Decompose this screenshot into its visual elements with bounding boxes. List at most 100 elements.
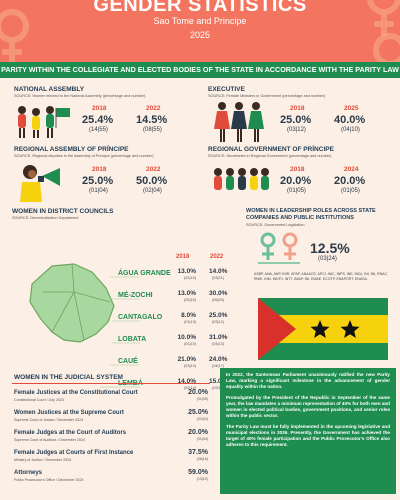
executive-source: SOURCE: Female Ministers in Government (… bbox=[208, 94, 326, 98]
women-crowd-illustration bbox=[214, 168, 269, 190]
page-title: GENDER STATISTICS bbox=[93, 0, 307, 16]
district-councils-title: WOMEN IN DISTRICT COUNCILS bbox=[12, 208, 114, 215]
ex-frac-2025: (04|10) bbox=[341, 127, 360, 133]
ex-year-2025: 2025 bbox=[344, 105, 359, 112]
judicial-row-frac: (01|04) bbox=[196, 437, 208, 441]
rg-frac-2018: (01|05) bbox=[287, 188, 306, 194]
judicial-row-pct: 25.0% bbox=[188, 409, 208, 416]
judicial-row-pct: 59.0% bbox=[188, 469, 208, 476]
leadership-institutions: ASBP, ANA, ANP, INIR, APAP, ANAACE, APCI… bbox=[254, 272, 388, 281]
district-pct-2018: 21.0% bbox=[177, 356, 196, 363]
district-frac-2022: (03|21) bbox=[212, 276, 224, 280]
judicial-row-frac: (01|04) bbox=[196, 417, 208, 421]
venus-symbol-icon bbox=[367, 0, 400, 36]
judicial-row-pct: 37.5% bbox=[188, 449, 208, 456]
district-name: ÁGUA GRANDE bbox=[118, 270, 171, 277]
ra-frac-2022: (02|04) bbox=[143, 188, 162, 194]
district-frac-2018: (01|10) bbox=[184, 342, 196, 346]
district-name: LOBATA bbox=[118, 336, 147, 343]
rg-pct-2024: 20.0% bbox=[334, 175, 366, 187]
district-frac-2018: (02|14) bbox=[184, 386, 196, 390]
district-pct-2018: 13.0% bbox=[177, 290, 196, 297]
district-frac-2018: (02|15) bbox=[184, 276, 196, 280]
ex-year-2018: 2018 bbox=[290, 105, 305, 112]
judicial-row-frac: (01|05) bbox=[196, 397, 208, 401]
country-name: Sao Tome and Principe bbox=[153, 16, 247, 26]
national-assembly-source: SOURCE: Women elected to the National As… bbox=[14, 94, 146, 98]
regional-government-source: SOURCE: Secretaries in Regional Governme… bbox=[208, 154, 332, 158]
header: GENDER STATISTICS Sao Tome and Principe … bbox=[0, 0, 400, 62]
district-name: MÉ-ZOCHI bbox=[118, 292, 153, 299]
judicial-row-source: Supreme Court of Justice / December 2024 bbox=[14, 418, 84, 422]
venus-symbol-icon bbox=[373, 33, 400, 62]
district-councils-source: SOURCE: Decentralization Department bbox=[12, 216, 79, 220]
women-group-illustration bbox=[18, 106, 70, 138]
judicial-row-label: Attorneys bbox=[14, 470, 43, 476]
na-year-2018: 2018 bbox=[92, 105, 107, 112]
judicial-row-source: Public Prosecutor's Office / December 20… bbox=[14, 478, 84, 482]
district-pct-2018: 13.0% bbox=[177, 268, 196, 275]
leadership-frac: (03|24) bbox=[318, 256, 337, 262]
judicial-row-label: Female Justices at the Constitutional Co… bbox=[14, 390, 138, 396]
venus-symbol-icon bbox=[0, 9, 29, 62]
ra-year-2018: 2018 bbox=[92, 166, 107, 173]
district-frac-2022: (04|17) bbox=[212, 364, 224, 368]
info-paragraph-2: Promulgated by the President of the Repu… bbox=[226, 395, 390, 418]
na-year-2022: 2022 bbox=[146, 105, 161, 112]
district-frac-2022: (04|13) bbox=[212, 342, 224, 346]
district-pct-2018: 8.0% bbox=[181, 312, 196, 319]
sao-tome-island-map bbox=[29, 263, 115, 343]
district-pct-2018: 14.0% bbox=[177, 378, 196, 385]
woman-megaphone-illustration bbox=[20, 165, 60, 202]
district-pct-2022: 14.0% bbox=[209, 268, 228, 275]
judicial-row-label: Women Justices at the Supreme Court bbox=[14, 410, 124, 416]
district-frac-2018: (03|14) bbox=[184, 364, 196, 368]
rg-year-2024: 2024 bbox=[344, 166, 359, 173]
women-holding-hands-illustration bbox=[214, 102, 264, 142]
district-pct-2022: 24.0% bbox=[209, 356, 228, 363]
parity-law-info-box: In 2022, the Santomean Parliament unanim… bbox=[220, 368, 396, 494]
rg-year-2018: 2018 bbox=[290, 166, 305, 173]
na-pct-2022: 14.5% bbox=[136, 114, 168, 126]
parity-banner: PARITY WITHIN THE COLLEGIATE AND ELECTED… bbox=[0, 62, 400, 78]
dc-year-2018: 2018 bbox=[176, 254, 190, 260]
judicial-row-source: Supreme Court of Auditors / December 202… bbox=[14, 438, 85, 442]
ra-frac-2018: (01|04) bbox=[89, 188, 108, 194]
judicial-row-label: Female Judges at the Court of Auditors bbox=[14, 430, 127, 436]
regional-assembly-title: REGIONAL ASSEMBLY OF PRÍNCIPE bbox=[14, 146, 129, 153]
leadership-title: WOMEN IN LEADERSHIP ROLES ACROSS STATE C… bbox=[246, 208, 376, 221]
judicial-row-frac: (13|22) bbox=[196, 477, 208, 481]
district-pct-2018: 10.0% bbox=[177, 334, 196, 341]
judicial-row-pct: 20.0% bbox=[188, 389, 208, 396]
ex-pct-2025: 40.0% bbox=[334, 114, 366, 126]
district-pct-2022: 15.0% bbox=[209, 378, 228, 385]
leadership-source: SOURCE: Government Legislation bbox=[246, 223, 305, 227]
district-frac-2018: (02|15) bbox=[184, 298, 196, 302]
judicial-row-label: Female Judges at Courts of First Instanc… bbox=[14, 450, 134, 456]
judicial-row-source: Constitutional Court / July 2023 bbox=[14, 398, 64, 402]
district-name: CANTAGALO bbox=[118, 314, 163, 321]
leadership-pct: 12.5% bbox=[310, 240, 350, 256]
judicial-row-frac: (06|16) bbox=[196, 457, 208, 461]
regional-assembly-source: SOURCE: Regional deputies in the Assembl… bbox=[14, 154, 154, 158]
district-pct-2022: 31.0% bbox=[209, 334, 228, 341]
na-frac-2022: (08|55) bbox=[143, 127, 162, 133]
ra-pct-2018: 25.0% bbox=[82, 175, 114, 187]
district-name: CAUÉ bbox=[118, 358, 138, 365]
na-frac-2018: (14|55) bbox=[89, 127, 108, 133]
rg-frac-2024: (01|05) bbox=[341, 188, 360, 194]
rg-pct-2018: 20.0% bbox=[280, 175, 312, 187]
info-paragraph-3: The Parity Law must be fully implemented… bbox=[226, 424, 390, 447]
ex-frac-2018: (03|12) bbox=[287, 127, 306, 133]
ra-year-2022: 2022 bbox=[146, 166, 161, 173]
national-assembly-title: NATIONAL ASSEMBLY bbox=[14, 86, 85, 93]
judicial-row-source: Ministry of Justice / December 2024 bbox=[14, 458, 72, 462]
district-frac-2018: (01|13) bbox=[184, 320, 196, 324]
ex-pct-2018: 25.0% bbox=[280, 114, 312, 126]
district-pct-2022: 30.0% bbox=[209, 290, 228, 297]
judicial-title: WOMEN IN THE JUDICIAL SYSTEM bbox=[14, 374, 123, 381]
report-year: 2025 bbox=[189, 30, 211, 40]
judicial-header: WOMEN IN THE JUDICIAL SYSTEM bbox=[12, 372, 210, 384]
district-frac-2022: (03|12) bbox=[212, 320, 224, 324]
